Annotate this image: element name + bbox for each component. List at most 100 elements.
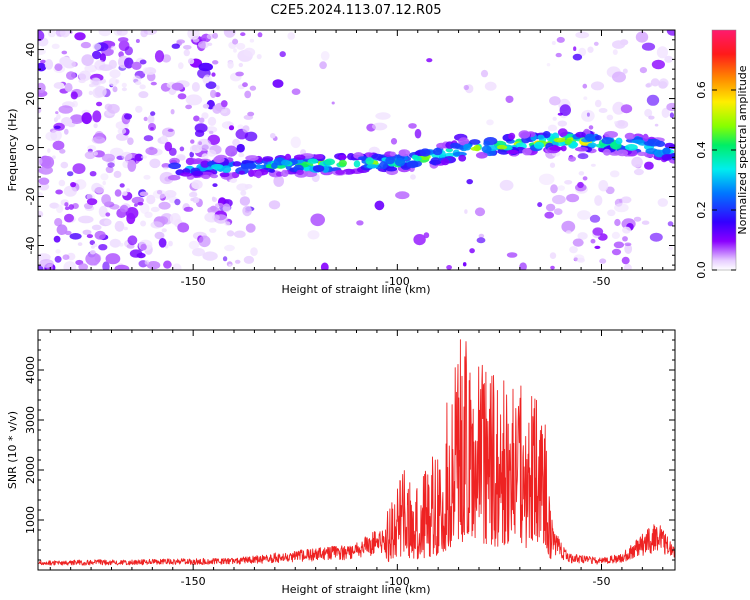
- heatmap-cell: [601, 137, 614, 145]
- heatmap-cell: [139, 59, 147, 65]
- heatmap-cell: [140, 30, 148, 38]
- snr-y-tick-label: 2000: [24, 456, 37, 484]
- heatmap-cell: [661, 107, 670, 118]
- heatmap-cell: [214, 214, 228, 224]
- heatmap-cell: [126, 188, 130, 193]
- heatmap-cell: [101, 194, 111, 205]
- heatmap-cell: [245, 155, 259, 161]
- heatmap-cell: [429, 159, 442, 165]
- heatmap-cell: [117, 127, 127, 135]
- heatmap-cell: [86, 234, 93, 239]
- heatmap-cell: [59, 148, 66, 154]
- heatmap-cell: [270, 133, 276, 139]
- heatmap-cell: [144, 260, 150, 265]
- heatmap-cell: [129, 249, 143, 258]
- heatmap-cell: [432, 147, 443, 156]
- snr-y-tick-label: 3000: [24, 406, 37, 434]
- heatmap-cell: [193, 115, 200, 122]
- heatmap-cell: [244, 162, 257, 170]
- heatmap-cell: [505, 95, 514, 104]
- heatmap-cell: [228, 263, 232, 267]
- heatmap-cell: [496, 144, 508, 150]
- heatmap-cell: [185, 104, 193, 110]
- heatmap-cell: [115, 79, 120, 84]
- heatmap-cell: [121, 151, 133, 161]
- heatmap-cell: [84, 64, 97, 73]
- heatmap-cell: [296, 169, 304, 176]
- heatmap-cell: [54, 125, 61, 129]
- heatmap-cell: [150, 221, 163, 229]
- heatmap-cell: [121, 82, 127, 88]
- heatmap-cell: [464, 209, 468, 214]
- heatmap-cell: [549, 96, 561, 106]
- heatmap-cell: [135, 39, 140, 43]
- heatmap-cell: [582, 83, 588, 89]
- spectrogram-ticks: [38, 29, 675, 270]
- heatmap-cell: [78, 79, 86, 84]
- heatmap-cell: [642, 133, 649, 142]
- heatmap-cell: [268, 200, 281, 210]
- heatmap-cell: [64, 230, 72, 236]
- heatmap-cell: [227, 121, 232, 126]
- heatmap-cell: [142, 67, 150, 75]
- heatmap-cell: [138, 91, 149, 99]
- heatmap-cell: [426, 58, 433, 63]
- heatmap-cell: [450, 142, 461, 149]
- heatmap-cell: [374, 200, 385, 211]
- heatmap-cell: [395, 191, 410, 200]
- heatmap-cell: [163, 260, 172, 269]
- heatmap-cell: [671, 152, 675, 161]
- heatmap-cell: [206, 33, 214, 40]
- heatmap-cell: [114, 189, 122, 197]
- heatmap-cell: [140, 243, 147, 251]
- heatmap-cell: [611, 231, 621, 239]
- heatmap-cell: [469, 139, 481, 145]
- heatmap-cell: [625, 144, 638, 151]
- heatmap-cell: [81, 112, 92, 125]
- heatmap-cell: [192, 196, 200, 204]
- colorbar-tick-label: 0.0: [695, 261, 708, 279]
- heatmap-cell: [77, 242, 83, 247]
- heatmap-cell: [61, 117, 73, 127]
- heatmap-cell: [174, 198, 181, 206]
- heatmap-cell: [624, 132, 635, 140]
- heatmap-cell: [656, 46, 669, 59]
- heatmap-cell: [196, 138, 212, 151]
- heatmap-cell: [191, 82, 200, 92]
- heatmap-cell: [284, 153, 292, 161]
- heatmap-cell: [473, 144, 481, 152]
- heatmap-cell: [310, 213, 326, 227]
- heatmap-cell: [105, 253, 121, 265]
- heatmap-cell: [168, 162, 182, 170]
- heatmap-cell: [542, 131, 551, 139]
- heatmap-cell: [178, 62, 184, 70]
- heatmap-cell: [110, 147, 124, 157]
- heatmap-cell: [312, 165, 325, 173]
- heatmap-cell: [238, 62, 243, 68]
- heatmap-cell: [86, 198, 98, 206]
- heatmap-cell: [54, 63, 63, 71]
- heatmap-cell: [356, 220, 364, 226]
- heatmap-cell: [210, 174, 219, 179]
- heatmap-cell: [335, 169, 345, 175]
- heatmap-cell: [221, 165, 232, 173]
- heatmap-cell: [615, 120, 629, 129]
- heatmap-cell: [189, 191, 198, 198]
- heatmap-cell: [224, 244, 235, 252]
- heatmap-cell: [188, 240, 200, 250]
- heatmap-cell: [553, 208, 563, 216]
- heatmap-cell: [644, 161, 654, 170]
- heatmap-cell: [544, 211, 554, 219]
- heatmap-cell: [200, 160, 210, 168]
- heatmap-cell: [143, 116, 148, 122]
- heatmap-cell: [66, 71, 76, 80]
- heatmap-cell: [662, 147, 671, 155]
- heatmap-cell: [64, 202, 69, 207]
- heatmap-cell: [573, 46, 577, 51]
- heatmap-cell: [469, 248, 475, 254]
- heatmap-cell: [78, 70, 92, 82]
- snr-x-axis-label: Height of straight line (km): [281, 583, 430, 596]
- colorbar-label: Normalized spectral amplitude: [736, 65, 749, 234]
- heatmap-cell: [604, 131, 618, 138]
- heatmap-cell: [92, 43, 102, 51]
